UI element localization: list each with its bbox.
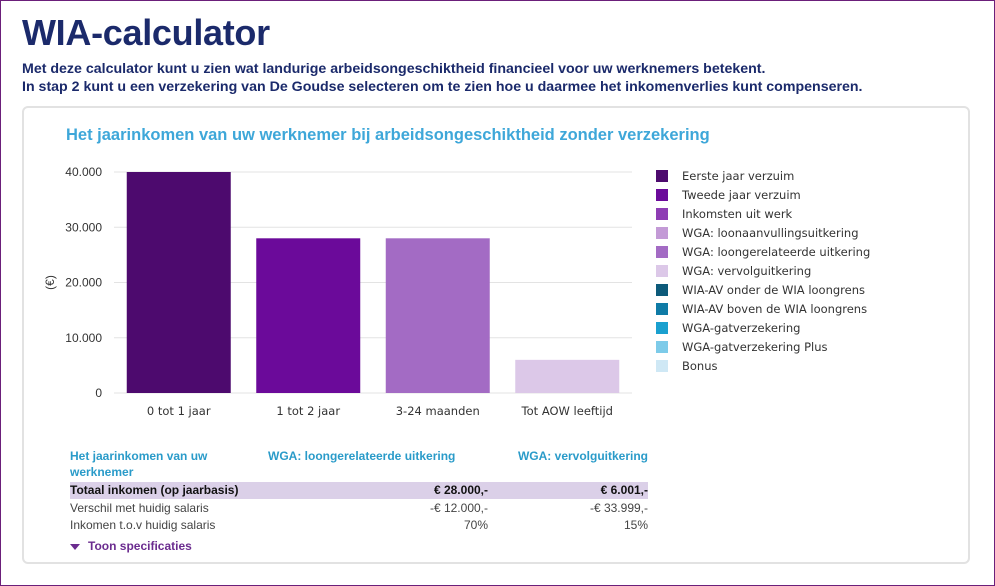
chart-card-title: Het jaarinkomen van uw werknemer bij arb… (66, 126, 710, 144)
legend-item[interactable]: WGA-gatverzekering Plus (656, 337, 870, 356)
legend-label: WGA: vervolguitkering (682, 263, 812, 278)
legend-item[interactable]: WGA: loonaanvullingsuitkering (656, 223, 870, 242)
row-label: Verschil met huidig salaris (70, 501, 209, 515)
intro-line-2: In stap 2 kunt u een verzekering van De … (22, 79, 863, 95)
x-tick-label: 1 tot 2 jaar (276, 404, 340, 418)
legend-item[interactable]: WIA-AV boven de WIA loongrens (656, 299, 870, 318)
y-tick-label: 30.000 (65, 220, 102, 234)
show-specifications-toggle[interactable]: Toon specificaties (70, 539, 192, 553)
y-tick-label: 40.000 (65, 165, 102, 179)
legend-label: Inkomsten uit werk (682, 206, 793, 221)
table-header-label: Het jaarinkomen van uw werknemer (70, 449, 208, 479)
y-tick-label: 10.000 (65, 331, 102, 345)
legend-swatch (656, 169, 668, 182)
legend-swatch (656, 188, 668, 201)
toggle-label: Toon specificaties (88, 539, 192, 553)
chart-bar[interactable] (256, 238, 361, 393)
legend-item[interactable]: Inkomsten uit werk (656, 204, 870, 223)
legend-swatch (656, 245, 668, 258)
legend-item[interactable]: Bonus (656, 356, 870, 375)
row-value-col1: 70% (463, 518, 488, 532)
y-tick-label: 0 (95, 386, 102, 400)
legend-swatch (656, 207, 668, 220)
legend-label: Tweede jaar verzuim (682, 187, 801, 202)
y-tick-label: 20.000 (65, 276, 102, 290)
legend-label: WGA-gatverzekering (682, 320, 801, 335)
legend-item[interactable]: WGA: loongerelateerde uitkering (656, 242, 870, 261)
legend-label: WGA-gatverzekering Plus (682, 339, 828, 354)
legend-swatch (656, 283, 668, 296)
row-value-col1: € 28.000,- (433, 483, 488, 497)
table-row-percentage: Inkomen t.o.v huidig salaris 70% 15% (70, 517, 648, 534)
legend-swatch (656, 359, 668, 372)
x-tick-label: 3-24 maanden (396, 404, 480, 418)
legend-item[interactable]: WIA-AV onder de WIA loongrens (656, 280, 870, 299)
legend-swatch (656, 264, 668, 277)
legend-swatch (656, 226, 668, 239)
y-axis-label: (€) (43, 275, 57, 290)
chart-legend: Eerste jaar verzuim Tweede jaar verzuim In… (656, 166, 870, 375)
legend-item[interactable]: WGA: vervolguitkering (656, 261, 870, 280)
table-row-difference: Verschil met huidig salaris -€ 12.000,- … (70, 500, 648, 517)
row-value-col2: 15% (623, 518, 648, 532)
table-row-total: Totaal inkomen (op jaarbasis) € 28.000,-… (70, 482, 648, 499)
chart-bar[interactable] (515, 359, 620, 393)
legend-swatch (656, 321, 668, 334)
table-header-col2: WGA: vervolguitkering (517, 449, 648, 463)
page-title: WIA-calculator (22, 12, 270, 53)
legend-item[interactable]: Eerste jaar verzuim (656, 166, 870, 185)
legend-label: Bonus (682, 358, 718, 373)
bar-chart: 0 10.000 20.000 30.000 40.000 (€) 0 tot 1 jaar… (43, 165, 632, 418)
row-value-col2: € 6.001,- (600, 483, 648, 497)
x-tick-label: 0 tot 1 jaar (147, 404, 211, 418)
intro-line-1: Met deze calculator kunt u zien wat land… (22, 61, 766, 77)
table-header-col1: WGA: loongerelateerde uitkering (268, 449, 456, 463)
legend-item[interactable]: WGA-gatverzekering (656, 318, 870, 337)
legend-swatch (656, 302, 668, 315)
legend-label: Eerste jaar verzuim (682, 168, 795, 183)
legend-label: WIA-AV onder de WIA loongrens (682, 282, 866, 297)
legend-label: WGA: loongerelateerde uitkering (682, 244, 871, 259)
row-value-col2: -€ 33.999,- (589, 501, 648, 515)
row-value-col1: -€ 12.000,- (429, 501, 488, 515)
intro-text: Met deze calculator kunt u zien wat land… (22, 60, 863, 96)
row-label: Inkomen t.o.v huidig salaris (70, 518, 216, 532)
legend-item[interactable]: Tweede jaar verzuim (656, 185, 870, 204)
x-tick-label: Tot AOW leeftijd (521, 404, 613, 418)
chart-bar[interactable] (126, 172, 231, 393)
row-label: Totaal inkomen (op jaarbasis) (70, 483, 239, 497)
chevron-down-icon (70, 543, 80, 550)
legend-label: WGA: loonaanvullingsuitkering (682, 225, 859, 240)
chart-bar[interactable] (385, 238, 490, 393)
legend-swatch (656, 340, 668, 353)
legend-label: WIA-AV boven de WIA loongrens (682, 301, 868, 316)
chart-card: Het jaarinkomen van uw werknemer bij arb… (22, 106, 970, 564)
